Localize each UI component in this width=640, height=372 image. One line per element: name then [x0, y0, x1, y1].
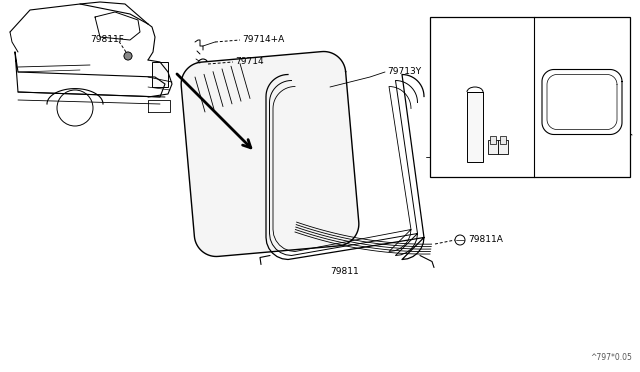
Bar	[152, 62, 168, 87]
Text: ^797*0.05: ^797*0.05	[590, 353, 632, 362]
Bar	[490, 136, 496, 144]
Text: 79616: 79616	[539, 20, 566, 29]
Bar	[500, 136, 506, 144]
Text: 79617K<CAN>: 79617K<CAN>	[434, 20, 498, 29]
Bar	[498, 140, 508, 154]
Text: 79714+A: 79714+A	[242, 35, 284, 45]
Circle shape	[124, 52, 132, 60]
Polygon shape	[181, 51, 359, 256]
Text: 79811: 79811	[331, 267, 360, 276]
Text: 79713Y: 79713Y	[387, 67, 421, 77]
Bar	[467, 92, 483, 162]
Text: 79811F: 79811F	[90, 35, 124, 44]
Text: 79816: 79816	[451, 153, 480, 161]
Bar	[430, 17, 630, 177]
Text: 79714: 79714	[235, 58, 264, 67]
Bar	[488, 140, 498, 154]
Text: 79811A: 79811A	[468, 235, 503, 244]
